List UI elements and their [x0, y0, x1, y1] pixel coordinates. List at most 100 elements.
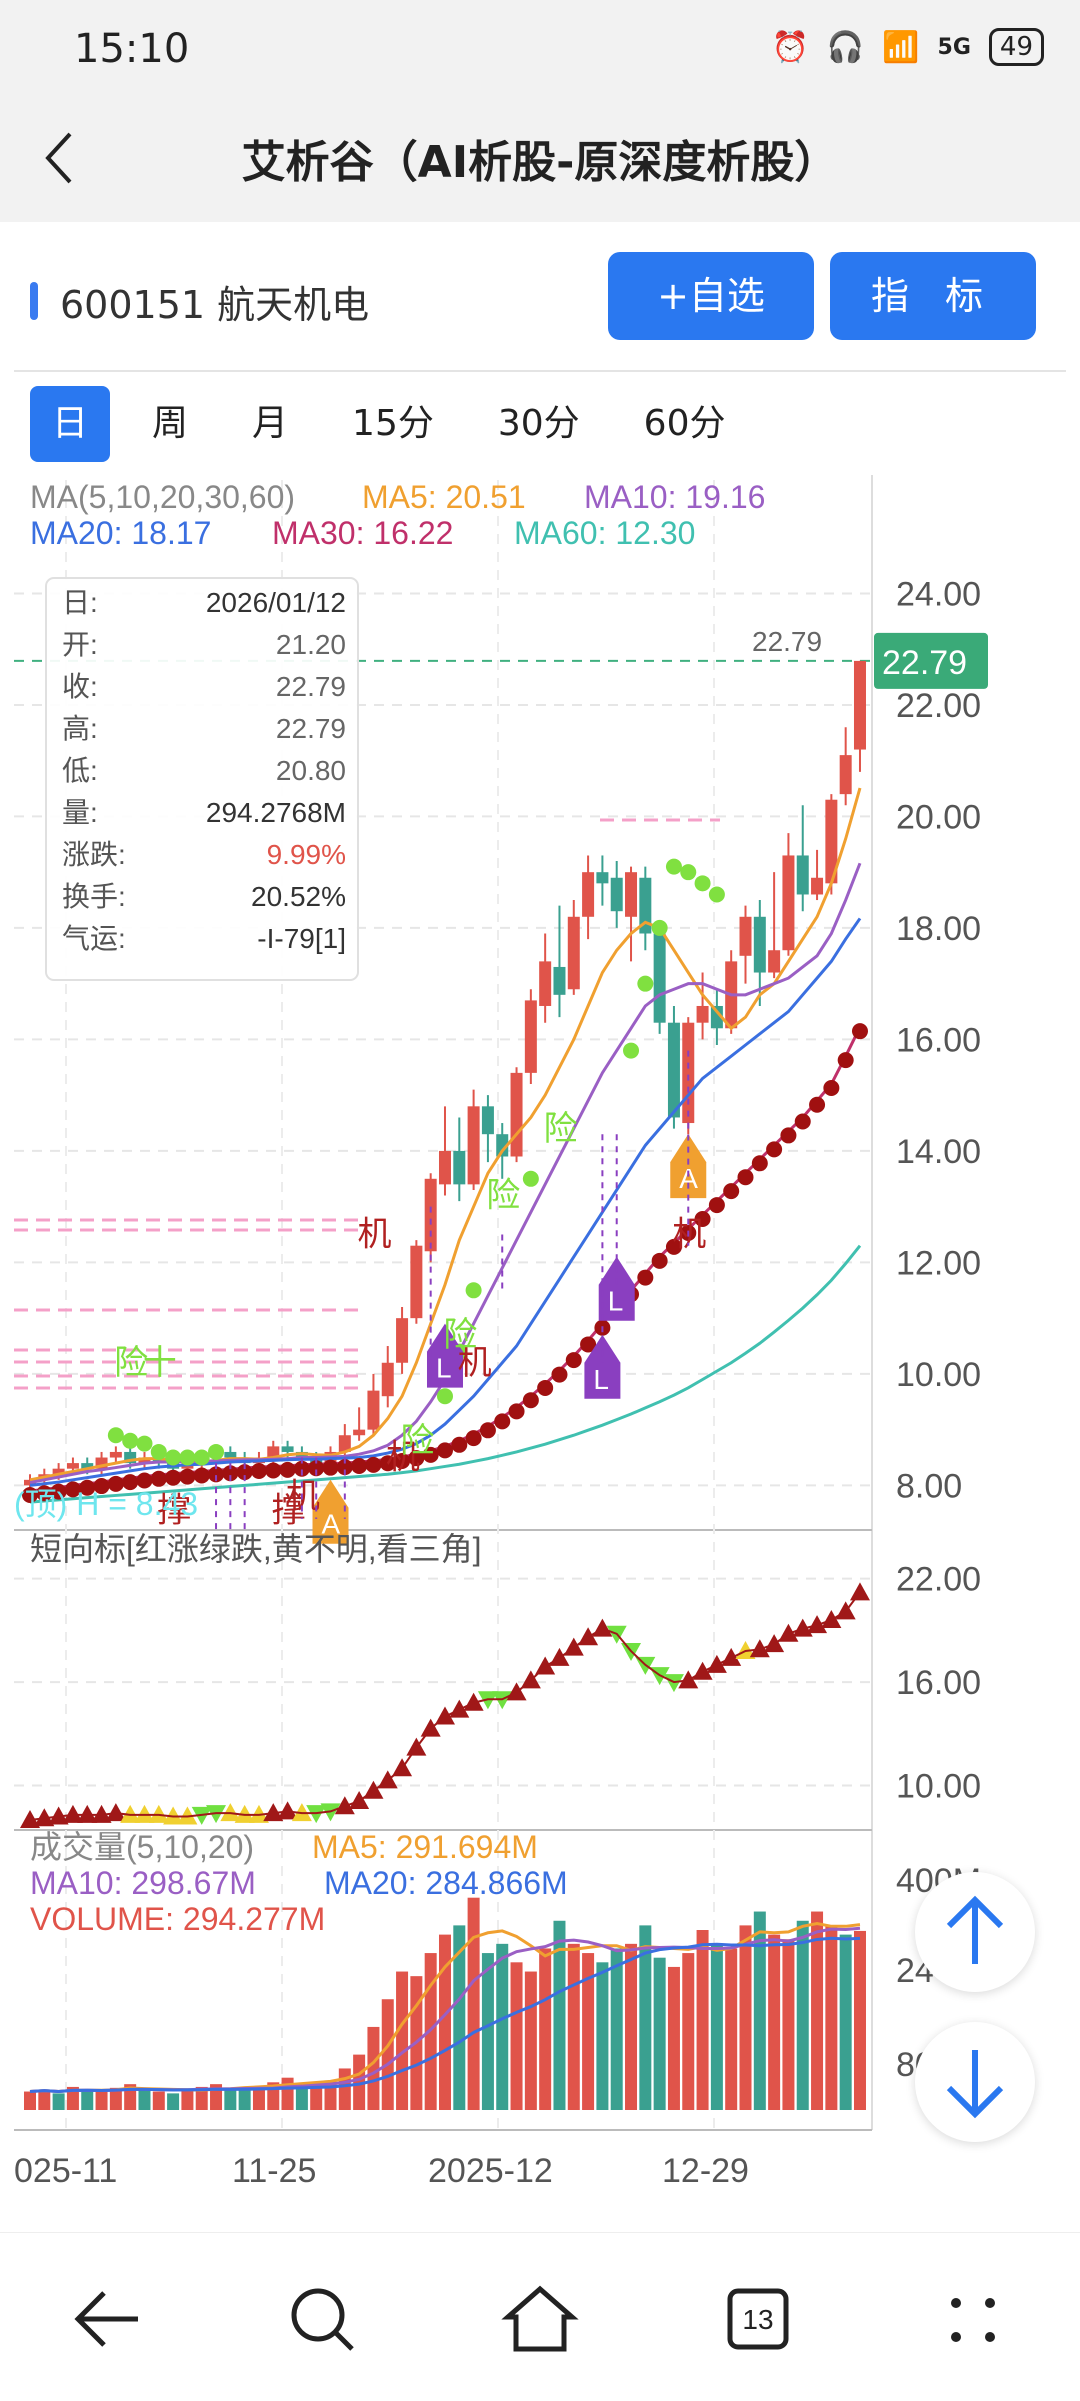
candle-body[interactable]: [424, 1178, 437, 1252]
volume-bar[interactable]: [367, 2026, 380, 2110]
candle-body[interactable]: [338, 1435, 351, 1452]
volume-bar[interactable]: [610, 1948, 623, 2110]
nav-back-icon[interactable]: [74, 2291, 138, 2347]
tab-0[interactable]: 日: [30, 386, 111, 462]
volume-bar[interactable]: [524, 1971, 537, 2110]
volume-bar[interactable]: [496, 1943, 509, 2110]
nav-home-icon[interactable]: [501, 2285, 579, 2352]
volume-bar[interactable]: [653, 1957, 666, 2110]
volume-bar[interactable]: [539, 1948, 552, 2110]
candle-body[interactable]: [367, 1390, 380, 1430]
volume-bar[interactable]: [295, 2084, 308, 2110]
volume-bar[interactable]: [381, 1999, 394, 2110]
volume-bar[interactable]: [181, 2089, 194, 2110]
volume-bar[interactable]: [553, 1920, 566, 2110]
candle-body[interactable]: [682, 1022, 695, 1124]
volume-bar[interactable]: [453, 1925, 466, 2110]
candle-body[interactable]: [224, 1451, 237, 1458]
tab-2[interactable]: 月: [252, 403, 289, 444]
tab-5[interactable]: 60分: [643, 403, 726, 444]
volume-bar[interactable]: [768, 1934, 781, 2110]
volume-bar[interactable]: [81, 2089, 94, 2110]
candle-body[interactable]: [281, 1446, 294, 1452]
volume-bar[interactable]: [195, 2086, 208, 2110]
candle-body[interactable]: [768, 950, 781, 973]
candle-body[interactable]: [467, 1106, 480, 1185]
candle-body[interactable]: [481, 1106, 494, 1135]
candle-body[interactable]: [782, 855, 795, 951]
candle-body[interactable]: [124, 1451, 137, 1464]
candle-body[interactable]: [553, 966, 566, 995]
volume-bar[interactable]: [52, 2093, 65, 2110]
volume-bar[interactable]: [38, 2089, 51, 2110]
candle-body[interactable]: [381, 1362, 394, 1397]
candle-body[interactable]: [539, 961, 552, 1006]
volume-bar[interactable]: [825, 1925, 838, 2110]
volume-bar[interactable]: [567, 1943, 580, 2110]
candle-body[interactable]: [152, 1457, 165, 1464]
nav-search-icon[interactable]: [291, 2288, 354, 2351]
tab-1[interactable]: 周: [152, 403, 189, 444]
volume-bar[interactable]: [281, 2077, 294, 2110]
volume-bar[interactable]: [66, 2086, 79, 2110]
volume-bar[interactable]: [853, 1930, 866, 2110]
candle-body[interactable]: [109, 1451, 122, 1458]
candle-body[interactable]: [839, 755, 852, 795]
volume-bar[interactable]: [625, 1943, 638, 2110]
volume-bar[interactable]: [639, 1925, 652, 2110]
tab-4[interactable]: 30分: [497, 403, 580, 444]
nav-tabs-icon[interactable]: 13: [727, 2288, 789, 2350]
volume-bar[interactable]: [124, 2084, 137, 2110]
volume-bar[interactable]: [481, 1953, 494, 2110]
candle-body[interactable]: [524, 1000, 537, 1073]
volume-bar[interactable]: [739, 1925, 752, 2110]
candle-body[interactable]: [52, 1468, 65, 1475]
candle-body[interactable]: [739, 916, 752, 956]
volume-bar[interactable]: [667, 1966, 680, 2110]
volume-bar[interactable]: [338, 2068, 351, 2110]
candle-body[interactable]: [66, 1463, 79, 1469]
candle-body[interactable]: [410, 1245, 423, 1319]
candle-body[interactable]: [496, 1134, 509, 1157]
candle-body[interactable]: [625, 872, 638, 917]
indicator-button[interactable]: 指 标: [830, 252, 1036, 340]
volume-bar[interactable]: [796, 1920, 809, 2110]
volume-bar[interactable]: [138, 2089, 151, 2110]
volume-bar[interactable]: [310, 2082, 323, 2110]
volume-bar[interactable]: [753, 1911, 766, 2110]
volume-bar[interactable]: [725, 1948, 738, 2110]
volume-bar[interactable]: [682, 1953, 695, 2110]
volume-bar[interactable]: [510, 1962, 523, 2110]
volume-bar[interactable]: [109, 2087, 122, 2110]
scroll-up-button[interactable]: [915, 1872, 1035, 1992]
volume-bar[interactable]: [252, 2086, 265, 2110]
volume-bar[interactable]: [839, 1934, 852, 2110]
volume-bar[interactable]: [396, 1971, 409, 2110]
candle-body[interactable]: [567, 916, 580, 990]
candle-body[interactable]: [610, 877, 623, 912]
kline-chart[interactable]: 24.00 22.00 20.00 18.00 16.00 14.00 12.00 10.00…: [0, 0, 1080, 2230]
volume-bar[interactable]: [782, 1939, 795, 2110]
candle-body[interactable]: [696, 1005, 709, 1023]
volume-bar[interactable]: [152, 2091, 165, 2110]
volume-bar[interactable]: [224, 2089, 237, 2110]
volume-bar[interactable]: [710, 1943, 723, 2110]
candle-body[interactable]: [596, 872, 609, 884]
candle-body[interactable]: [796, 855, 809, 895]
volume-bar[interactable]: [167, 2093, 180, 2110]
candle-body[interactable]: [138, 1457, 151, 1464]
candle-body[interactable]: [95, 1457, 108, 1469]
tab-3[interactable]: 15分: [352, 403, 434, 444]
candle-body[interactable]: [753, 916, 766, 973]
add-watchlist-button[interactable]: +自选: [608, 252, 814, 340]
back-button[interactable]: [34, 116, 94, 196]
candle-body[interactable]: [639, 877, 652, 934]
volume-bar[interactable]: [696, 1930, 709, 2110]
candle-body[interactable]: [667, 1022, 680, 1118]
candle-body[interactable]: [81, 1463, 94, 1469]
candle-body[interactable]: [825, 799, 838, 884]
candle-body[interactable]: [267, 1446, 280, 1458]
scroll-down-button[interactable]: [915, 2022, 1035, 2142]
candle-body[interactable]: [438, 1150, 451, 1185]
volume-bar[interactable]: [596, 1962, 609, 2110]
